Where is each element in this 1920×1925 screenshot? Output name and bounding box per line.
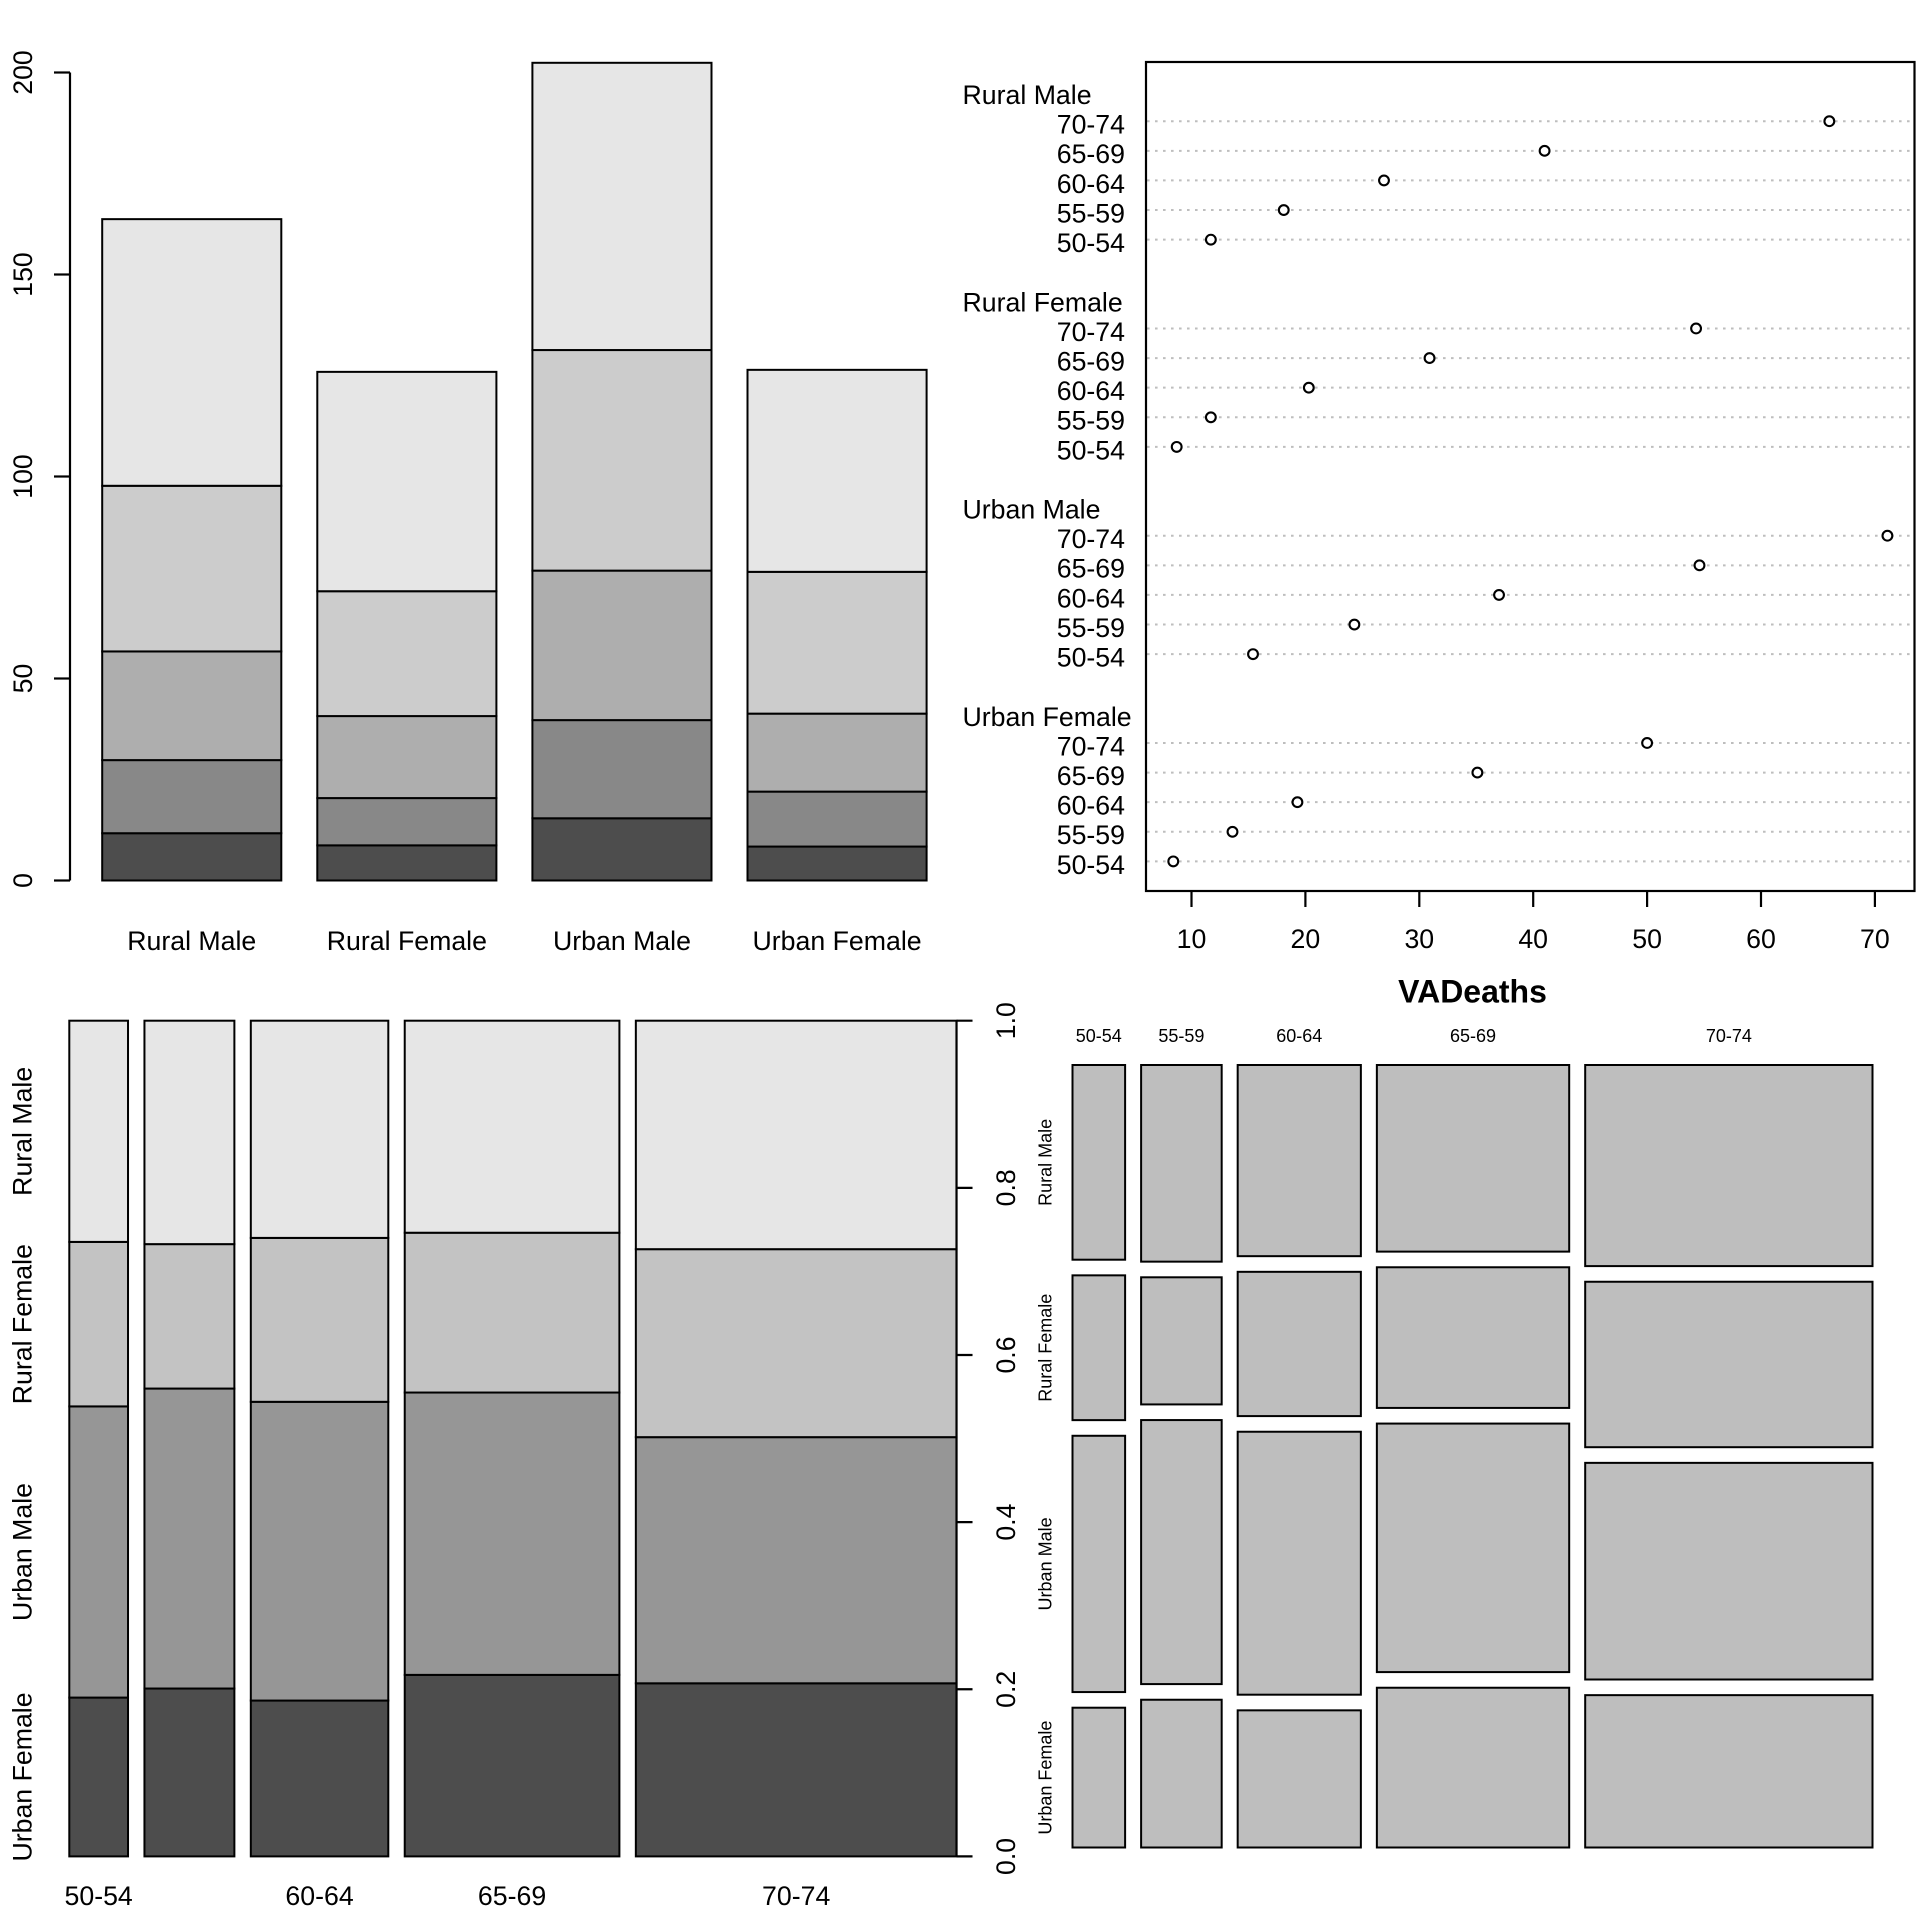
svg-text:Rural Female: Rural Female [8,1244,38,1404]
svg-text:65-69: 65-69 [478,1881,546,1911]
svg-text:0: 0 [8,873,38,888]
svg-text:50: 50 [1632,924,1662,954]
svg-text:50-54: 50-54 [65,1881,133,1911]
svg-text:60-64: 60-64 [285,1881,353,1911]
svg-text:10: 10 [1177,924,1207,954]
svg-text:70-74: 70-74 [1706,1026,1752,1046]
svg-text:Urban Female: Urban Female [8,1692,38,1861]
svg-text:65-69: 65-69 [1057,554,1125,584]
svg-text:55-59: 55-59 [1057,406,1125,436]
svg-text:70-74: 70-74 [1057,731,1125,761]
svg-text:70-74: 70-74 [762,1881,830,1911]
svg-text:70-74: 70-74 [1057,317,1125,347]
svg-text:55-59: 55-59 [1158,1026,1204,1046]
svg-text:55-59: 55-59 [1057,198,1125,228]
svg-text:70: 70 [1860,924,1890,954]
svg-text:60-64: 60-64 [1057,791,1125,821]
svg-text:0.6: 0.6 [991,1336,1021,1373]
svg-text:0.4: 0.4 [991,1503,1021,1540]
svg-text:Rural Female: Rural Female [1036,1294,1056,1402]
svg-text:1.0: 1.0 [991,1002,1021,1039]
svg-text:60: 60 [1746,924,1776,954]
svg-text:40: 40 [1518,924,1548,954]
svg-text:Rural Female: Rural Female [327,926,487,956]
svg-text:55-59: 55-59 [1057,820,1125,850]
svg-text:50: 50 [8,664,38,694]
svg-text:Urban Female: Urban Female [1036,1721,1056,1835]
svg-text:0.0: 0.0 [991,1838,1021,1875]
svg-text:150: 150 [8,252,38,297]
svg-text:0.8: 0.8 [991,1169,1021,1206]
svg-text:Urban Female: Urban Female [963,702,1132,732]
svg-text:Urban Male: Urban Male [8,1483,38,1621]
svg-text:65-69: 65-69 [1057,139,1125,169]
svg-text:60-64: 60-64 [1057,169,1125,199]
svg-text:VADeaths: VADeaths [1398,974,1547,1010]
svg-text:Rural Male: Rural Male [963,80,1092,110]
svg-text:50-54: 50-54 [1076,1026,1122,1046]
svg-text:Urban Male: Urban Male [553,926,691,956]
svg-text:30: 30 [1404,924,1434,954]
svg-text:65-69: 65-69 [1450,1026,1496,1046]
svg-text:200: 200 [8,50,38,95]
svg-text:20: 20 [1291,924,1321,954]
svg-text:50-54: 50-54 [1057,228,1125,258]
svg-text:Urban Female: Urban Female [753,926,922,956]
svg-text:0.2: 0.2 [991,1671,1021,1708]
svg-text:Rural Male: Rural Male [127,926,256,956]
svg-text:60-64: 60-64 [1057,376,1125,406]
svg-text:100: 100 [8,454,38,499]
svg-text:50-54: 50-54 [1057,643,1125,673]
svg-text:65-69: 65-69 [1057,346,1125,376]
svg-text:Rural Female: Rural Female [963,287,1123,317]
svg-text:65-69: 65-69 [1057,761,1125,791]
svg-text:70-74: 70-74 [1057,110,1125,140]
svg-text:70-74: 70-74 [1057,524,1125,554]
svg-text:Rural Male: Rural Male [8,1067,38,1196]
svg-text:Rural Male: Rural Male [1036,1119,1056,1206]
svg-text:55-59: 55-59 [1057,613,1125,643]
svg-text:Urban Male: Urban Male [963,495,1101,525]
svg-text:60-64: 60-64 [1057,583,1125,613]
svg-text:50-54: 50-54 [1057,435,1125,465]
svg-text:60-64: 60-64 [1276,1026,1322,1046]
svg-text:Urban Male: Urban Male [1036,1517,1056,1610]
svg-text:50-54: 50-54 [1057,850,1125,880]
